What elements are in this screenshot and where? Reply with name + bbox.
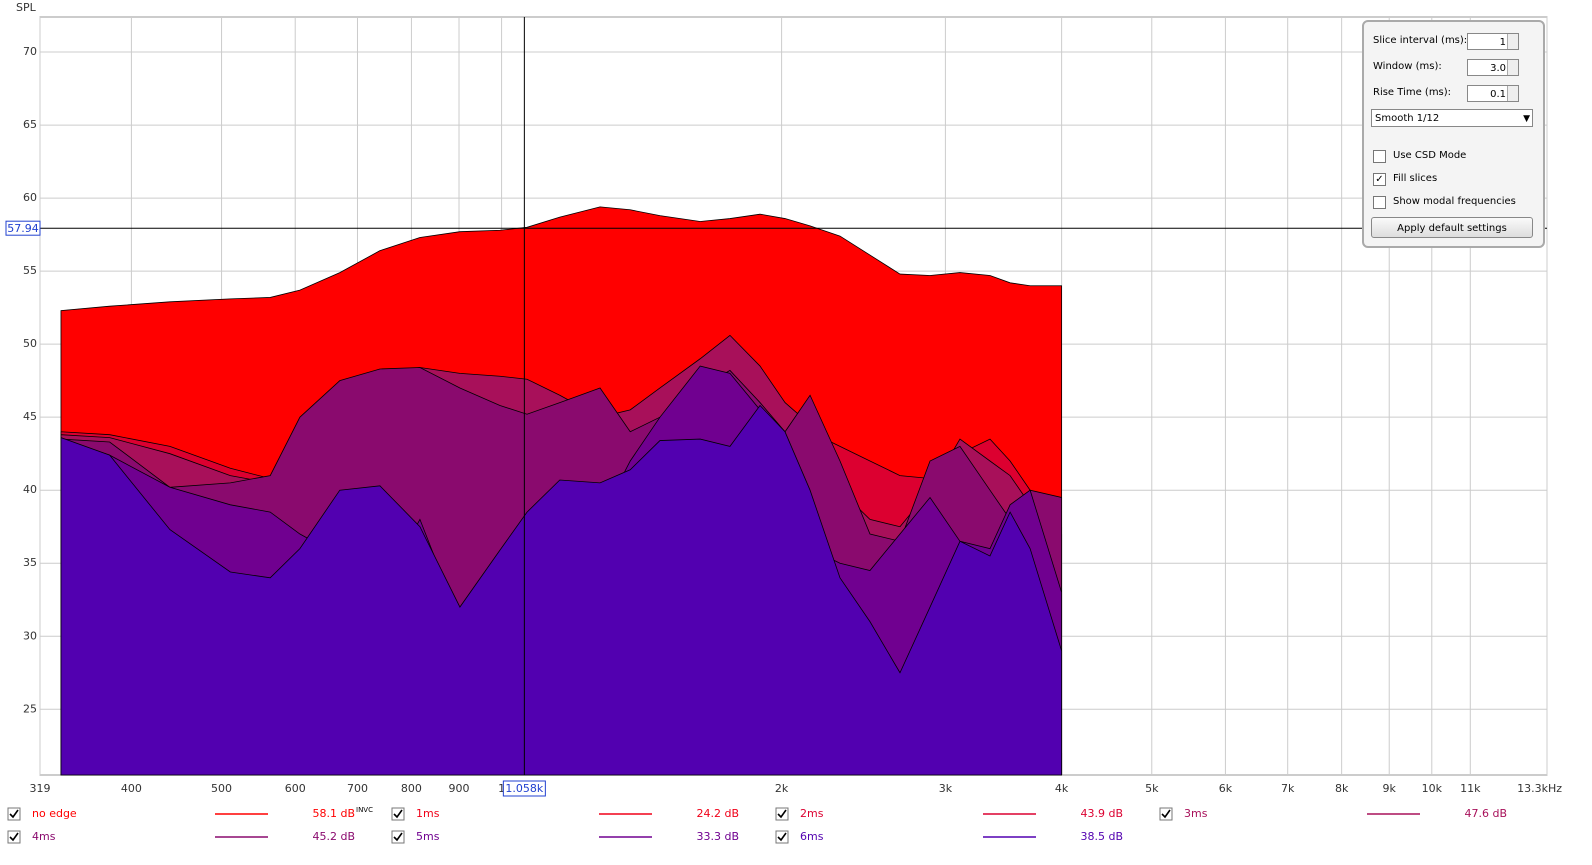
y-tick-label: 45 bbox=[23, 410, 37, 423]
legend-checkbox[interactable] bbox=[1159, 807, 1173, 821]
cursor-y-label: 57.94 bbox=[7, 222, 39, 235]
x-tick-label: 400 bbox=[121, 782, 142, 795]
legend-readout: 58.1 dB bbox=[312, 807, 355, 820]
check bbox=[1161, 809, 1171, 819]
x-tick-label: 6k bbox=[1219, 782, 1233, 795]
area bbox=[60, 404, 1063, 776]
check bbox=[393, 809, 403, 819]
legend-readout: 33.3 dB bbox=[696, 830, 739, 843]
legend-name: 6ms bbox=[800, 830, 824, 843]
x-tick-label: 7k bbox=[1281, 782, 1295, 795]
x-tick-label: 3k bbox=[939, 782, 953, 795]
button[interactable]: Apply default settings bbox=[1371, 217, 1533, 238]
x-tick-label: 8k bbox=[1335, 782, 1349, 795]
checkbox[interactable] bbox=[1373, 150, 1386, 163]
x-tick-label: 9k bbox=[1383, 782, 1397, 795]
input-value: 3.0 bbox=[1490, 63, 1506, 74]
legend-readout: 38.5 dB bbox=[1080, 830, 1123, 843]
x-tick-label: 4k bbox=[1055, 782, 1069, 795]
x-tick-label: 900 bbox=[449, 782, 470, 795]
label: Slice interval (ms): bbox=[1373, 35, 1468, 46]
legend-name: 3ms bbox=[1184, 807, 1208, 820]
y-tick-label: 65 bbox=[23, 118, 37, 131]
legend-checkbox[interactable] bbox=[775, 807, 789, 821]
cursor-box bbox=[502, 780, 546, 797]
dropdown[interactable]: Smooth 1/12 ▼ bbox=[1371, 109, 1533, 127]
y-tick-label: 40 bbox=[23, 483, 37, 496]
x-tick-label: 10k bbox=[1422, 782, 1443, 795]
y-tick-label: 25 bbox=[23, 702, 37, 715]
legend-checkbox[interactable] bbox=[391, 830, 405, 844]
legend-checkbox[interactable] bbox=[7, 830, 21, 844]
x-tick-label: 2k bbox=[775, 782, 789, 795]
input-value: 0.1 bbox=[1490, 89, 1506, 100]
checkbox[interactable] bbox=[1373, 196, 1386, 209]
checkbox[interactable]: ✓ bbox=[1373, 173, 1386, 186]
x-tick-label: 13.3kHz bbox=[1517, 782, 1562, 795]
checkbox-label: Fill slices bbox=[1393, 173, 1438, 184]
controls-panel: Slice interval (ms): 1 Window (ms): 3.0 … bbox=[1362, 20, 1545, 248]
legend-checkbox[interactable] bbox=[7, 807, 21, 821]
y-tick-label: 30 bbox=[23, 629, 37, 642]
cursor-x-label: 1.058k bbox=[505, 782, 543, 795]
legend-name: no edge bbox=[32, 807, 77, 820]
legend-name: 4ms bbox=[32, 830, 56, 843]
y-tick-label: 50 bbox=[23, 337, 37, 350]
input[interactable]: 3.0 bbox=[1467, 59, 1519, 76]
x-tick-label: 500 bbox=[211, 782, 232, 795]
y-tick-label: 35 bbox=[23, 556, 37, 569]
check bbox=[393, 832, 403, 842]
x-tick-label: 1 bbox=[498, 782, 505, 795]
legend-name: 5ms bbox=[416, 830, 440, 843]
legend-name: 1ms bbox=[416, 807, 440, 820]
x-tick-label: 600 bbox=[285, 782, 306, 795]
check bbox=[777, 809, 787, 819]
x-tick-label: 11k bbox=[1460, 782, 1481, 795]
y-axis-label: SPL bbox=[16, 1, 37, 14]
legend-readout: 43.9 dB bbox=[1080, 807, 1123, 820]
x-tick-label: 5k bbox=[1145, 782, 1159, 795]
x-tick-label: 700 bbox=[347, 782, 368, 795]
legend-readout: 45.2 dB bbox=[312, 830, 355, 843]
readout-note: INVC bbox=[356, 806, 373, 814]
legend-checkbox[interactable] bbox=[775, 830, 789, 844]
input[interactable]: 0.1 bbox=[1467, 85, 1519, 102]
input[interactable]: 1 bbox=[1467, 33, 1519, 50]
legend-readout: 47.6 dB bbox=[1464, 807, 1507, 820]
y-tick-label: 55 bbox=[23, 264, 37, 277]
input-value: 1 bbox=[1499, 37, 1506, 48]
check bbox=[9, 809, 19, 819]
label: Rise Time (ms): bbox=[1373, 87, 1452, 98]
dropdown-value: Smooth 1/12 bbox=[1375, 113, 1440, 124]
y-tick-label: 60 bbox=[23, 191, 37, 204]
x-tick-label: 800 bbox=[401, 782, 422, 795]
label: Window (ms): bbox=[1373, 61, 1442, 72]
cursor-box bbox=[5, 220, 41, 236]
legend-readout: 24.2 dB bbox=[696, 807, 739, 820]
x-tick-label: 319 bbox=[30, 782, 51, 795]
y-tick-label: 70 bbox=[23, 45, 37, 58]
checkbox-label: Use CSD Mode bbox=[1393, 150, 1467, 161]
checkbox-label: Show modal frequencies bbox=[1393, 196, 1516, 207]
legend-name: 2ms bbox=[800, 807, 824, 820]
legend-checkbox[interactable] bbox=[391, 807, 405, 821]
check bbox=[9, 832, 19, 842]
check bbox=[777, 832, 787, 842]
